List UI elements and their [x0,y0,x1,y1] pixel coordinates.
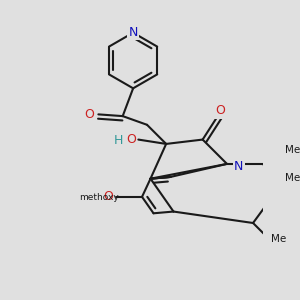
Text: O: O [126,133,136,146]
Text: H: H [113,134,123,147]
Text: Me: Me [271,234,286,244]
Text: O: O [103,190,113,203]
Text: N: N [234,160,243,173]
Text: methoxy: methoxy [79,193,119,202]
Text: Me: Me [285,145,300,155]
Text: O: O [215,104,225,117]
Text: Me: Me [285,173,300,183]
Text: N: N [128,26,138,39]
Text: O: O [84,108,94,121]
